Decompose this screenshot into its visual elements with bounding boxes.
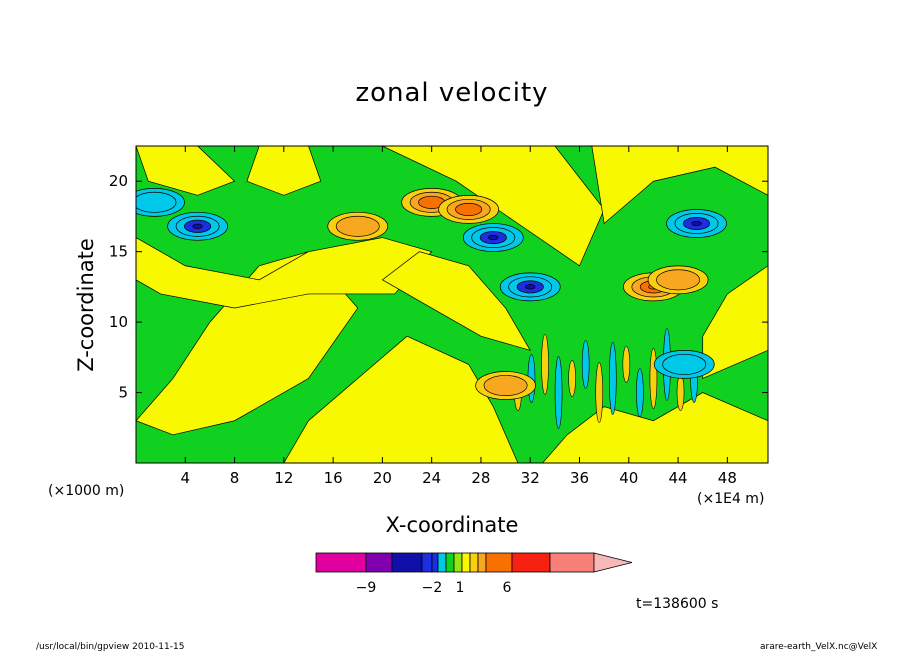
- colorbar-label: 1: [456, 580, 465, 596]
- field-stripe: [608, 342, 617, 415]
- colorbar-segment: [315, 552, 367, 573]
- field-stripe: [636, 368, 644, 417]
- field-band: [381, 251, 531, 351]
- x-tick-label: 12: [274, 469, 293, 487]
- x-tick-label: 32: [521, 469, 540, 487]
- y-tick-label: 5: [118, 384, 128, 402]
- colorbar-segment: [445, 552, 455, 573]
- x-axis-label: X-coordinate: [385, 513, 519, 537]
- plot-frame: [135, 145, 769, 464]
- field-extremum: [525, 284, 536, 290]
- colorbar-label: 6: [503, 580, 512, 596]
- colorbar-segment: [461, 552, 471, 573]
- x-tick-label: 20: [373, 469, 392, 487]
- footer-right: arare-earth_VelX.nc@VelX: [760, 642, 878, 652]
- x-tick-label: 8: [230, 469, 240, 487]
- field-extremum: [488, 234, 499, 241]
- x-scale-note-left: (×1000 m): [48, 483, 125, 499]
- field-stripe: [554, 356, 563, 429]
- colorbar-segment: [391, 552, 423, 573]
- colorbar-segment: [477, 552, 487, 573]
- colorbar-label: −2: [422, 580, 443, 596]
- chart-title: zonal velocity: [355, 78, 549, 108]
- x-scale-note-right: (×1E4 m): [697, 491, 765, 507]
- y-tick-label: 10: [109, 313, 128, 331]
- colorbar-segment: [511, 552, 551, 573]
- colorbar-segment: [453, 552, 463, 573]
- field-band: [136, 146, 236, 196]
- colorbar-arrow: [593, 552, 633, 573]
- x-tick-label: 44: [669, 469, 688, 487]
- field-extremum: [662, 353, 707, 375]
- x-tick-label: 24: [422, 469, 441, 487]
- colorbar-segment: [421, 552, 433, 573]
- field-stripe: [581, 340, 590, 389]
- field-extremum: [483, 375, 528, 396]
- footer-left: /usr/local/bin/gpview 2010-11-15: [36, 642, 185, 652]
- x-tick-label: 48: [718, 469, 737, 487]
- colorbar-label: −9: [356, 580, 377, 596]
- colorbar-segment: [549, 552, 595, 573]
- field-extremum: [136, 191, 177, 213]
- field-stripe: [568, 360, 576, 397]
- field-extremum: [455, 202, 483, 216]
- field-band: [136, 335, 519, 463]
- y-axis-label: Z-coordinate: [74, 238, 98, 372]
- field-band: [591, 146, 768, 225]
- field-extremum: [192, 223, 203, 229]
- field-extremum: [656, 269, 701, 291]
- field-stripe: [541, 334, 549, 395]
- field-extremum: [335, 215, 380, 237]
- plot-area: [136, 146, 768, 463]
- colorbar-segment: [431, 552, 439, 573]
- x-tick-label: 16: [324, 469, 343, 487]
- colorbar: −9 −2 1 6: [315, 552, 633, 596]
- field-band: [702, 265, 768, 379]
- field-band: [246, 146, 322, 196]
- colorbar-segment: [469, 552, 479, 573]
- colorbar-segment: [485, 552, 513, 573]
- field-stripe: [676, 374, 685, 411]
- colorbar-segment: [437, 552, 447, 573]
- y-tick-label: 15: [109, 243, 128, 261]
- field-stripe: [622, 346, 631, 383]
- colorbar-segment: [365, 552, 393, 573]
- x-tick-label: 4: [181, 469, 191, 487]
- field-stripe: [649, 348, 658, 409]
- field-extremum: [691, 220, 702, 227]
- field-stripe: [595, 362, 604, 423]
- x-tick-label: 28: [471, 469, 490, 487]
- time-label: t=138600 s: [636, 596, 719, 612]
- x-tick-label: 40: [619, 469, 638, 487]
- y-tick-label: 20: [109, 172, 128, 190]
- x-tick-label: 36: [570, 469, 589, 487]
